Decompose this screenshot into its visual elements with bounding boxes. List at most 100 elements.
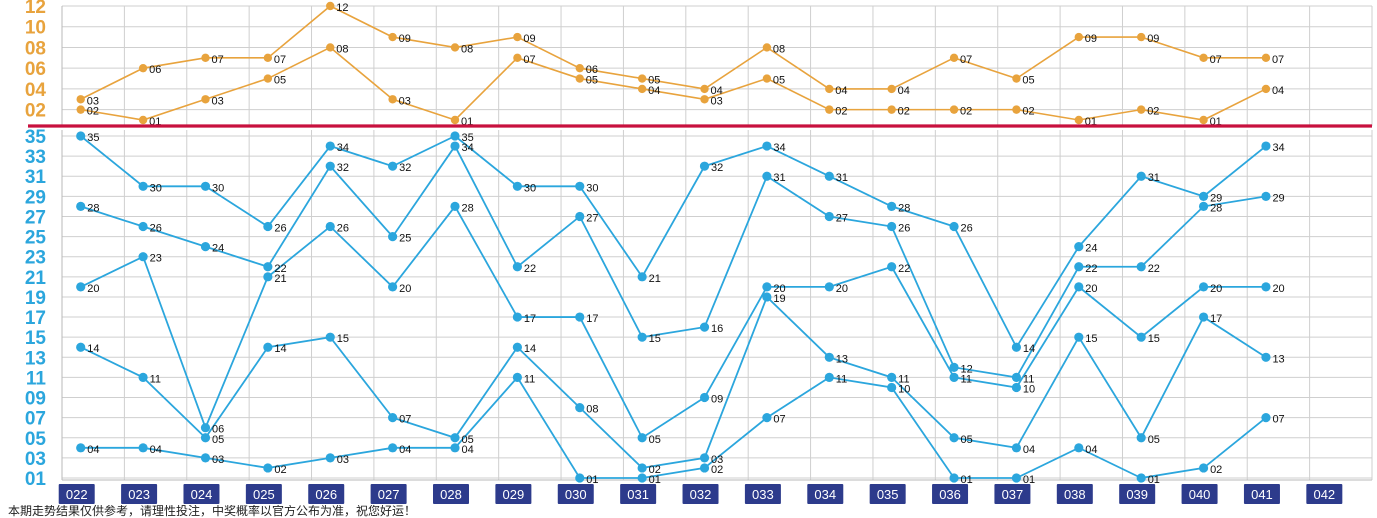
draw-number-tag[interactable] xyxy=(620,484,657,504)
back-zone-data-point[interactable] xyxy=(326,1,335,11)
front-zone-data-point[interactable] xyxy=(1136,171,1146,181)
back-zone-data-point[interactable] xyxy=(1012,74,1021,83)
front-zone-data-point[interactable] xyxy=(263,342,273,352)
front-zone-data-point[interactable] xyxy=(637,463,647,473)
back-zone-data-point[interactable] xyxy=(1074,115,1084,125)
draw-number-tag[interactable] xyxy=(682,484,719,504)
front-zone-data-point[interactable] xyxy=(76,131,86,141)
front-zone-data-point[interactable] xyxy=(388,282,398,292)
front-zone-data-point[interactable] xyxy=(1261,352,1271,362)
front-zone-data-point[interactable] xyxy=(450,131,460,141)
front-zone-data-point[interactable] xyxy=(138,372,148,383)
back-zone-data-point[interactable] xyxy=(1261,53,1271,63)
back-zone-data-point[interactable] xyxy=(637,84,647,94)
front-zone-data-point[interactable] xyxy=(1136,473,1146,483)
back-zone-data-point[interactable] xyxy=(76,95,85,104)
front-zone-data-point[interactable] xyxy=(138,181,148,191)
front-zone-data-point[interactable] xyxy=(200,453,211,463)
draw-number-tag[interactable] xyxy=(1306,484,1343,504)
front-zone-data-point[interactable] xyxy=(699,322,710,332)
back-zone-data-point[interactable] xyxy=(637,74,647,83)
front-zone-data-point[interactable] xyxy=(887,262,897,272)
front-zone-data-point[interactable] xyxy=(762,413,772,423)
front-zone-data-point[interactable] xyxy=(1198,191,1209,201)
back-zone-data-point[interactable] xyxy=(575,74,584,83)
draw-number-tag[interactable] xyxy=(744,484,781,504)
front-zone-data-point[interactable] xyxy=(76,443,86,453)
front-zone-data-point[interactable] xyxy=(1136,433,1146,443)
front-zone-data-point[interactable] xyxy=(263,463,273,473)
back-zone-data-point[interactable] xyxy=(762,74,772,83)
front-zone-data-point[interactable] xyxy=(450,433,460,443)
front-zone-data-point[interactable] xyxy=(138,221,148,232)
front-zone-data-point[interactable] xyxy=(699,161,710,171)
draw-number-tag[interactable] xyxy=(121,484,158,504)
back-zone-data-point[interactable] xyxy=(700,95,709,104)
back-zone-data-point[interactable] xyxy=(513,53,522,63)
front-zone-data-point[interactable] xyxy=(949,221,959,232)
front-zone-data-point[interactable] xyxy=(325,453,335,463)
front-zone-data-point[interactable] xyxy=(887,201,897,212)
front-zone-data-point[interactable] xyxy=(887,221,897,232)
back-zone-data-point[interactable] xyxy=(1074,32,1084,42)
front-zone-data-point[interactable] xyxy=(699,463,710,473)
back-zone-data-point[interactable] xyxy=(76,105,85,114)
front-zone-data-point[interactable] xyxy=(512,262,522,272)
front-zone-data-point[interactable] xyxy=(824,372,834,383)
draw-number-tag[interactable] xyxy=(495,484,532,504)
front-zone-data-point[interactable] xyxy=(1261,191,1271,201)
front-zone-data-point[interactable] xyxy=(575,312,585,322)
back-zone-data-point[interactable] xyxy=(762,43,772,52)
front-zone-data-point[interactable] xyxy=(1261,282,1271,292)
back-zone-data-point[interactable] xyxy=(326,43,335,52)
front-zone-data-point[interactable] xyxy=(824,171,834,181)
front-zone-data-point[interactable] xyxy=(949,372,959,383)
draw-number-tag[interactable] xyxy=(557,484,594,504)
front-zone-data-point[interactable] xyxy=(1074,332,1084,342)
front-zone-data-point[interactable] xyxy=(1074,262,1084,272)
front-zone-data-point[interactable] xyxy=(388,443,398,453)
front-zone-data-point[interactable] xyxy=(263,262,273,272)
back-zone-data-point[interactable] xyxy=(1012,105,1021,114)
front-zone-data-point[interactable] xyxy=(76,201,86,212)
back-zone-data-point[interactable] xyxy=(700,84,709,94)
front-zone-data-point[interactable] xyxy=(1136,332,1146,342)
back-zone-data-point[interactable] xyxy=(825,105,834,114)
draw-number-tag[interactable] xyxy=(1243,484,1280,504)
front-zone-data-point[interactable] xyxy=(887,372,897,383)
front-zone-data-point[interactable] xyxy=(76,282,86,292)
front-zone-data-point[interactable] xyxy=(949,433,959,443)
back-zone-data-point[interactable] xyxy=(201,53,210,63)
draw-number-tag[interactable] xyxy=(58,484,95,504)
draw-number-tag[interactable] xyxy=(1119,484,1156,504)
front-zone-data-point[interactable] xyxy=(699,453,710,463)
front-zone-data-point[interactable] xyxy=(1198,312,1209,322)
front-zone-data-point[interactable] xyxy=(388,231,398,242)
back-zone-data-point[interactable] xyxy=(949,105,959,114)
front-zone-data-point[interactable] xyxy=(1011,443,1022,453)
back-zone-data-point[interactable] xyxy=(513,32,522,42)
front-zone-data-point[interactable] xyxy=(512,312,522,322)
front-zone-data-point[interactable] xyxy=(1074,282,1084,292)
front-zone-data-point[interactable] xyxy=(824,282,834,292)
draw-number-tag[interactable] xyxy=(869,484,906,504)
back-zone-data-point[interactable] xyxy=(263,53,273,63)
front-zone-data-point[interactable] xyxy=(637,272,647,282)
front-zone-data-point[interactable] xyxy=(762,171,772,181)
front-zone-data-point[interactable] xyxy=(1011,473,1022,483)
front-zone-data-point[interactable] xyxy=(388,413,398,423)
front-zone-data-point[interactable] xyxy=(138,252,148,262)
back-zone-data-point[interactable] xyxy=(825,84,834,94)
back-zone-data-point[interactable] xyxy=(887,84,896,94)
front-zone-data-point[interactable] xyxy=(325,332,335,342)
front-zone-data-point[interactable] xyxy=(388,161,398,171)
back-zone-data-point[interactable] xyxy=(263,74,273,83)
draw-number-tag[interactable] xyxy=(932,484,969,504)
front-zone-data-point[interactable] xyxy=(575,211,585,222)
back-zone-data-point[interactable] xyxy=(1136,105,1146,114)
front-zone-data-point[interactable] xyxy=(637,433,647,443)
front-zone-data-point[interactable] xyxy=(263,272,273,282)
front-zone-data-point[interactable] xyxy=(200,433,211,443)
front-zone-data-point[interactable] xyxy=(512,181,522,191)
front-zone-data-point[interactable] xyxy=(1198,282,1209,292)
